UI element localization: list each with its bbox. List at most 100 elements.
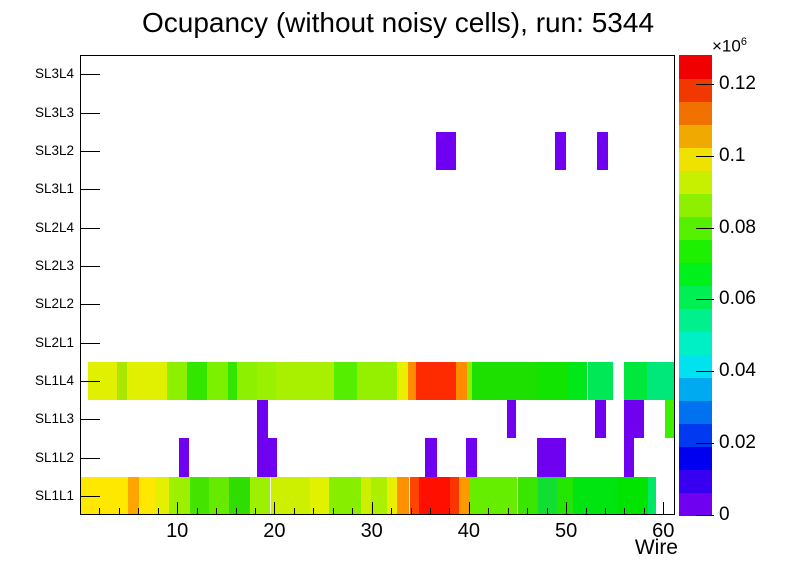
x-major-tick [469, 502, 470, 515]
x-tick-label: 50 [554, 520, 578, 542]
x-minor-tick [411, 508, 412, 515]
heatmap-cell [370, 476, 388, 515]
heatmap-cell [595, 400, 606, 439]
heatmap-cell [116, 361, 127, 400]
x-minor-tick [99, 508, 100, 515]
colorbar-band [679, 216, 712, 240]
colorbar-band [679, 101, 712, 125]
heatmap-cell [567, 361, 588, 400]
colorbar-band [679, 446, 712, 470]
y-axis-row-label: SL3L2 [34, 142, 74, 158]
colorbar-band [679, 124, 712, 148]
heatmap-cell [572, 476, 618, 515]
x-minor-tick [605, 508, 606, 515]
heatmap-cell [536, 438, 567, 477]
heatmap-cell [207, 361, 228, 400]
heatmap-cell [189, 476, 210, 515]
colorbar-tick [696, 84, 714, 85]
y-axis-row-label: SL1L2 [34, 449, 74, 465]
x-minor-tick [333, 508, 334, 515]
heatmap-cell [517, 476, 538, 515]
heatmap-cell [154, 476, 170, 515]
x-minor-tick [508, 508, 509, 515]
x-major-tick [566, 502, 567, 515]
x-minor-tick [391, 508, 392, 515]
x-minor-tick [313, 508, 314, 515]
heatmap-cell [87, 361, 117, 400]
heatmap-cell [270, 476, 311, 515]
colorbar-band [679, 285, 712, 309]
heatmap-cell [396, 361, 408, 400]
y-tick [81, 496, 100, 497]
heatmap-cell [624, 400, 644, 439]
colorbar-tick [696, 299, 714, 300]
colorbar-exponent-label: ×106 [712, 36, 747, 57]
heatmap-cell [333, 361, 358, 400]
colorbar-tick [696, 515, 714, 516]
colorbar-band [679, 423, 712, 447]
colorbar-band [679, 354, 712, 378]
heatmap-cell [471, 361, 537, 400]
heatmap-cell [256, 438, 278, 477]
x-major-tick [274, 502, 275, 515]
colorbar-tick-label: 0.1 [719, 144, 746, 166]
x-tick-label: 10 [166, 520, 189, 542]
heatmap-cell [357, 361, 397, 400]
colorbar-band [679, 239, 712, 263]
heatmap-cell [450, 476, 460, 515]
heatmap-cell [435, 131, 457, 170]
colorbar-tick-label: 0.02 [719, 432, 756, 454]
heatmap-cell [396, 476, 410, 515]
heatmap-cell [617, 476, 648, 515]
y-tick [81, 304, 100, 305]
heatmap-cell [557, 476, 573, 515]
colorbar-tick [696, 443, 714, 444]
heatmap-cell [409, 476, 420, 515]
heatmap-cell [469, 476, 518, 515]
heatmap-cell [624, 438, 635, 477]
x-minor-tick [449, 508, 450, 515]
heatmap-cell [416, 361, 457, 400]
y-tick [81, 458, 100, 459]
y-tick [81, 151, 100, 152]
x-minor-tick [586, 508, 587, 515]
heatmap-cell [328, 476, 361, 515]
heatmap-cell [646, 361, 675, 400]
y-axis-row-label: SL3L3 [34, 104, 74, 120]
colorbar-tick-label: 0.08 [719, 216, 756, 238]
y-tick [81, 228, 100, 229]
x-axis-title: Wire [634, 536, 678, 559]
x-major-tick [372, 502, 373, 515]
x-minor-tick [197, 508, 198, 515]
colorbar-band [679, 400, 712, 424]
y-tick [81, 381, 100, 382]
heatmap-cell [387, 476, 397, 515]
x-minor-tick [352, 508, 353, 515]
colorbar-band [679, 262, 712, 286]
colorbar-tick-label: 0.12 [719, 72, 756, 94]
colorbar-band [679, 331, 712, 355]
heatmap-cell [597, 131, 608, 170]
heatmap-cell [425, 438, 437, 477]
heatmap-cell [209, 476, 229, 515]
exponent-base: ×10 [712, 36, 741, 56]
colorbar-tick-label: 0 [719, 504, 730, 525]
y-axis-row-label: SL2L1 [34, 334, 74, 350]
heatmap-cell [139, 476, 155, 515]
colorbar-tick-label: 0.06 [719, 288, 756, 310]
x-minor-tick [255, 508, 256, 515]
y-tick [81, 343, 100, 344]
heatmap-cell [665, 400, 675, 439]
x-tick-label: 20 [263, 520, 286, 542]
colorbar-tick [696, 156, 714, 157]
plot-frame [80, 55, 675, 515]
x-minor-tick [236, 508, 237, 515]
heatmap-cell [310, 476, 329, 515]
heatmap-cell [276, 361, 334, 400]
colorbar-band [679, 78, 712, 102]
colorbar-band [679, 170, 712, 194]
heatmap-cell [555, 131, 567, 170]
y-axis-row-label: SL3L1 [34, 181, 74, 197]
y-axis-row-label: SL1L1 [34, 487, 74, 503]
